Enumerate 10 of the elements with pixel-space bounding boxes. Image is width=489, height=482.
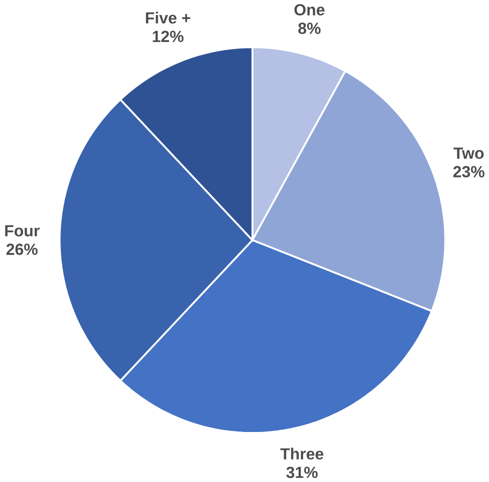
slice-label: One [294, 4, 324, 16]
slice-label: Five + [146, 12, 190, 24]
data-label: 26% [6, 244, 38, 255]
slice-label: Three [280, 448, 324, 460]
slice-label: Two [454, 148, 484, 159]
data-label: 31% [286, 466, 318, 478]
data-label: 23% [453, 166, 484, 178]
slice-label: Four [5, 225, 40, 236]
data-label: 12% [152, 30, 184, 42]
data-label: 8% [298, 22, 321, 34]
